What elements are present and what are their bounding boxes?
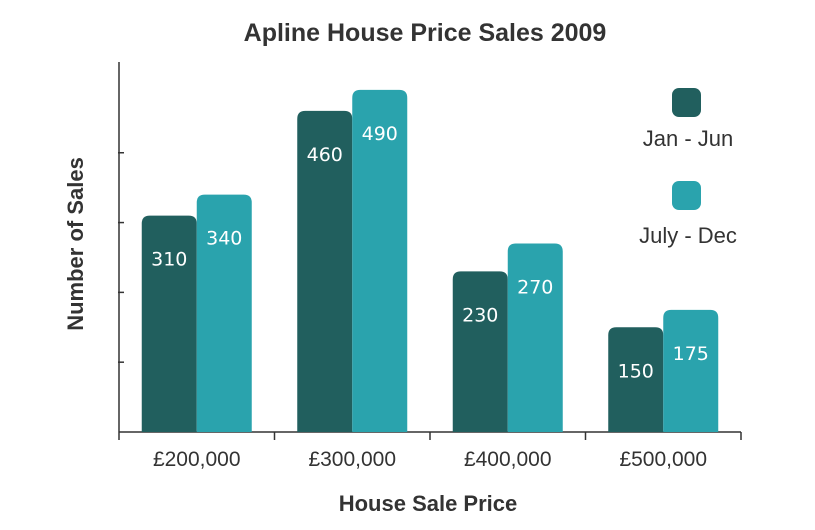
data-labels: 310 340 460 490 230 270 150 175 (151, 123, 709, 382)
data-label: 340 (206, 228, 242, 250)
x-tick-labels: £200,000 £300,000 £400,000 £500,000 (153, 448, 707, 471)
y-axis (118, 62, 124, 432)
data-label: 175 (673, 343, 709, 365)
x-tick-label: £300,000 (308, 448, 396, 471)
bar-july-dec (352, 89, 408, 432)
legend-label: Jan - Jun (643, 126, 734, 151)
bar-jan-jun (608, 327, 664, 432)
bar-jan-jun (141, 215, 197, 432)
bar-july-dec (196, 194, 252, 432)
data-label: 230 (462, 304, 498, 326)
bar-jan-jun (452, 271, 508, 432)
x-tick-label: £200,000 (153, 448, 241, 471)
data-label: 460 (307, 144, 343, 166)
bar-jan-jun (297, 110, 353, 433)
data-label: 490 (362, 123, 398, 145)
x-axis-title: House Sale Price (339, 491, 518, 516)
bar-july-dec (507, 243, 563, 432)
legend-label: July - Dec (639, 223, 737, 248)
chart-title: Apline House Price Sales 2009 (244, 19, 607, 47)
data-label: 150 (618, 360, 654, 382)
y-axis-title: Number of Sales (63, 157, 88, 331)
x-axis (118, 431, 742, 440)
bar-july-dec (663, 309, 719, 432)
x-tick-label: £400,000 (464, 448, 552, 471)
x-tick-label: £500,000 (619, 448, 707, 471)
plot-area (141, 89, 719, 433)
data-label: 310 (151, 249, 187, 271)
legend-swatch (672, 181, 701, 210)
legend-swatch (672, 88, 701, 117)
legend: Jan - Jun July - Dec (639, 88, 737, 248)
data-label: 270 (517, 277, 553, 299)
